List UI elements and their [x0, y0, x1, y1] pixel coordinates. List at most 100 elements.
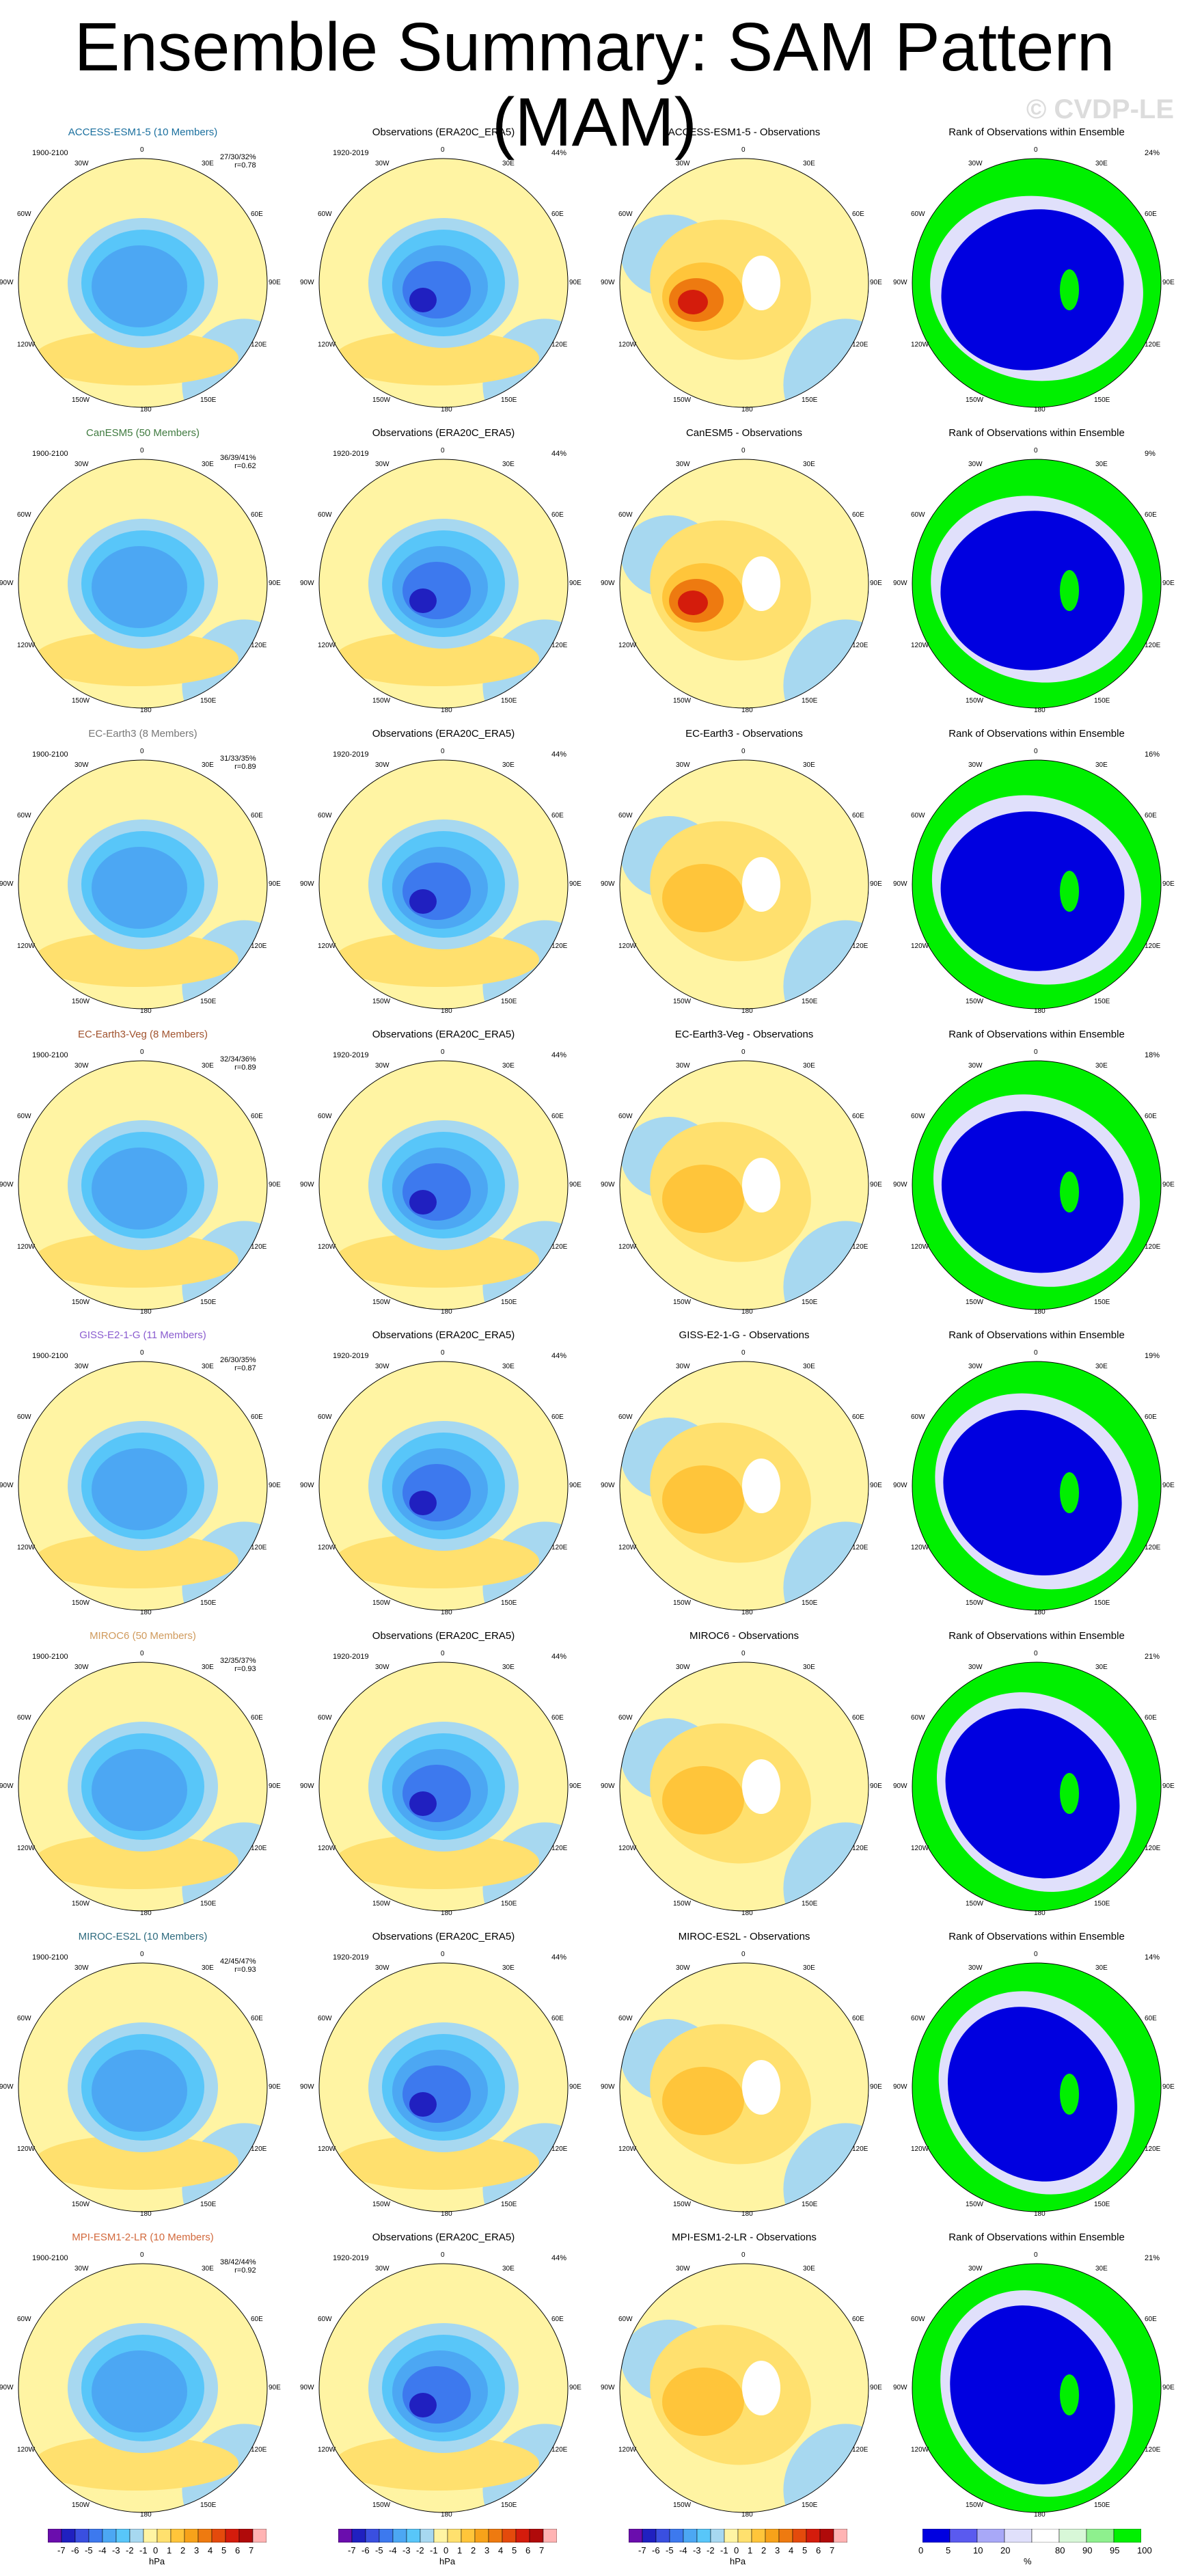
lon-label-90W: 90W — [300, 580, 314, 587]
field-pos-ring — [334, 632, 539, 686]
lon-label-120W: 120W — [618, 1243, 637, 1251]
lon-label-120E: 120E — [251, 341, 267, 349]
lon-label-30W: 30W — [968, 1964, 983, 1972]
lon-label-90E: 90E — [870, 2384, 882, 2391]
colorbar-swatch — [351, 2529, 366, 2543]
lon-label-30E: 30E — [1095, 1964, 1108, 1972]
lon-label-30E: 30E — [202, 160, 214, 167]
field-pos-4 — [678, 591, 708, 615]
lon-label-120W: 120W — [618, 642, 637, 649]
antarctica-ice — [742, 256, 780, 310]
lon-label-90E: 90E — [870, 1482, 882, 1489]
lon-label-60E: 60E — [852, 2315, 864, 2323]
lon-label-120W: 120W — [618, 1845, 637, 1852]
lon-label-150W: 150W — [673, 2201, 692, 2208]
lon-label-30W: 30W — [676, 1664, 690, 1671]
lon-label-150E: 150E — [501, 2201, 517, 2208]
lon-label-30W: 30W — [968, 1664, 983, 1671]
colorbar-swatch — [710, 2529, 725, 2543]
watermark: © CVDP-LE — [1026, 94, 1174, 124]
antarctica-ice — [742, 2060, 780, 2115]
lon-label-150W: 150W — [372, 1900, 391, 1908]
map-boundary — [18, 158, 268, 408]
colorbar-swatch — [949, 2529, 978, 2543]
colorbar-swatch — [197, 2529, 213, 2543]
rank-region-high — [1060, 1773, 1079, 1814]
lon-label-150E: 150E — [501, 2502, 517, 2509]
lon-label-120W: 120W — [318, 341, 336, 349]
period-label: 1900-2100 — [32, 1352, 68, 1360]
rank-map — [912, 459, 1162, 709]
lon-label-150E: 150E — [1094, 2201, 1110, 2208]
rank-region-high — [1060, 2374, 1079, 2415]
field-neg-4 — [402, 261, 471, 318]
colorbar-tick: 5 — [946, 2545, 951, 2555]
lon-label-60W: 60W — [911, 811, 925, 819]
colorbar-swatch — [655, 2529, 670, 2543]
lon-label-90W: 90W — [300, 279, 314, 286]
lon-label-90W: 90W — [893, 1181, 907, 1189]
lon-label-150W: 150W — [673, 1299, 692, 1306]
lon-label-0: 0 — [1034, 1048, 1038, 1056]
rank-region-low — [941, 209, 1124, 370]
map-boundary — [318, 158, 569, 408]
colorbar-tick: 1 — [748, 2545, 753, 2555]
lon-label-30E: 30E — [803, 761, 815, 769]
colorbar-swatch — [379, 2529, 394, 2543]
lon-label-30E: 30E — [803, 1964, 815, 1972]
lon-label-60W: 60W — [17, 511, 31, 519]
map-boundary — [318, 1060, 569, 1310]
model-map — [18, 1060, 268, 1310]
colorbar-tick: -4 — [679, 2545, 687, 2555]
field-pos-ring — [334, 1834, 539, 1889]
field-pos-ring — [334, 2436, 539, 2491]
lon-label-150W: 150W — [72, 1599, 90, 1607]
lon-label-120W: 120W — [17, 943, 36, 950]
lon-label-180: 180 — [1034, 2511, 1046, 2519]
lon-label-120W: 120W — [911, 341, 929, 349]
field-neg-3 — [92, 546, 187, 628]
lon-label-90W: 90W — [0, 580, 14, 587]
map-boundary — [912, 759, 1162, 1009]
map-boundary — [318, 459, 569, 709]
colorbar-tick: 6 — [525, 2545, 531, 2555]
colorbar-swatch — [406, 2529, 421, 2543]
lon-label-90E: 90E — [1162, 1782, 1175, 1790]
panel-title-2-1: Observations (ERA20C_ERA5) — [372, 728, 515, 740]
panel-title-7-1: Observations (ERA20C_ERA5) — [372, 2232, 515, 2243]
lon-label-60W: 60W — [911, 2315, 925, 2323]
lon-label-60W: 60W — [911, 1112, 925, 1120]
lon-label-180: 180 — [741, 1308, 753, 1316]
lon-label-120E: 120E — [1145, 943, 1161, 950]
lon-label-60W: 60W — [911, 511, 925, 519]
lon-label-30W: 30W — [968, 461, 983, 468]
lon-label-90E: 90E — [1162, 1181, 1175, 1189]
lon-label-30W: 30W — [74, 2265, 89, 2273]
lon-label-90W: 90W — [0, 1181, 14, 1189]
lon-label-30W: 30W — [968, 2265, 983, 2273]
diff-map — [619, 759, 869, 1009]
rank-map — [912, 1361, 1162, 1611]
ensemble-stats: 36/39/41% r=0.62 — [220, 454, 256, 470]
lon-label-90W: 90W — [300, 1782, 314, 1790]
antarctica-ice — [742, 1459, 780, 1513]
explained-variance: 9% — [1145, 450, 1156, 458]
rank-map — [912, 1060, 1162, 1310]
panel-title-4-3: Rank of Observations within Ensemble — [948, 1329, 1125, 1341]
field-neg-4 — [402, 863, 471, 920]
colorbar-swatch — [515, 2529, 530, 2543]
colorbar-swatch — [156, 2529, 172, 2543]
panel-title-4-2: GISS-E2-1-G - Observations — [679, 1329, 810, 1341]
map-boundary — [619, 1962, 869, 2212]
rank-map — [912, 1962, 1162, 2212]
explained-variance: 21% — [1145, 2254, 1160, 2262]
colorbar-tick: -3 — [112, 2545, 120, 2555]
lon-label-150W: 150W — [372, 2201, 391, 2208]
page-title: Ensemble Summary: SAM Pattern (MAM) — [74, 9, 1115, 161]
colorbar-swatch — [1004, 2529, 1033, 2543]
lon-label-120E: 120E — [852, 943, 869, 950]
lon-label-0: 0 — [741, 447, 746, 455]
lon-label-150W: 150W — [72, 2502, 90, 2509]
lon-label-60E: 60E — [251, 2315, 263, 2323]
lon-label-150W: 150W — [372, 396, 391, 404]
